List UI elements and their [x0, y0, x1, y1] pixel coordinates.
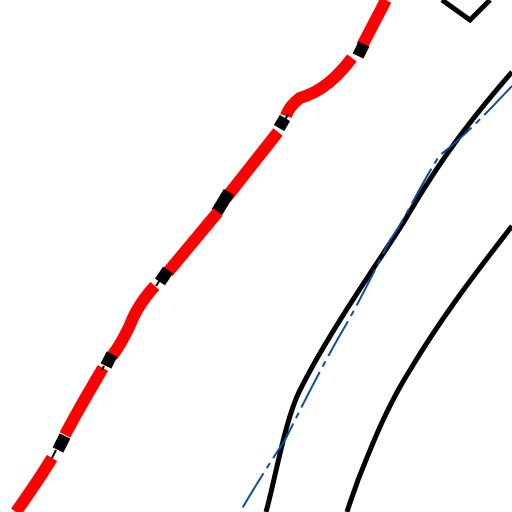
route-joint-3 — [211, 188, 235, 216]
route-tick-1 — [283, 113, 289, 123]
route-tick-3 — [101, 365, 105, 371]
route-segment-4 — [163, 208, 223, 276]
route-segment-5 — [107, 281, 160, 360]
route-joint-5 — [100, 351, 118, 369]
route-tick-4 — [51, 449, 57, 459]
route-segment-1 — [356, 0, 392, 49]
route-segment-7 — [11, 454, 58, 512]
route-joint-6 — [52, 433, 71, 453]
top-corner-mark — [440, 0, 492, 24]
road-edge-right — [344, 224, 512, 512]
route-segment-6 — [59, 364, 109, 438]
route-joint-4 — [155, 266, 173, 286]
route-joint-2 — [273, 114, 291, 132]
route-segment-2 — [280, 54, 357, 119]
route-tick-2 — [155, 279, 161, 287]
route-segment-3 — [221, 128, 283, 202]
route — [11, 0, 392, 512]
blue-line — [239, 85, 512, 512]
route-joint-1 — [352, 41, 370, 59]
